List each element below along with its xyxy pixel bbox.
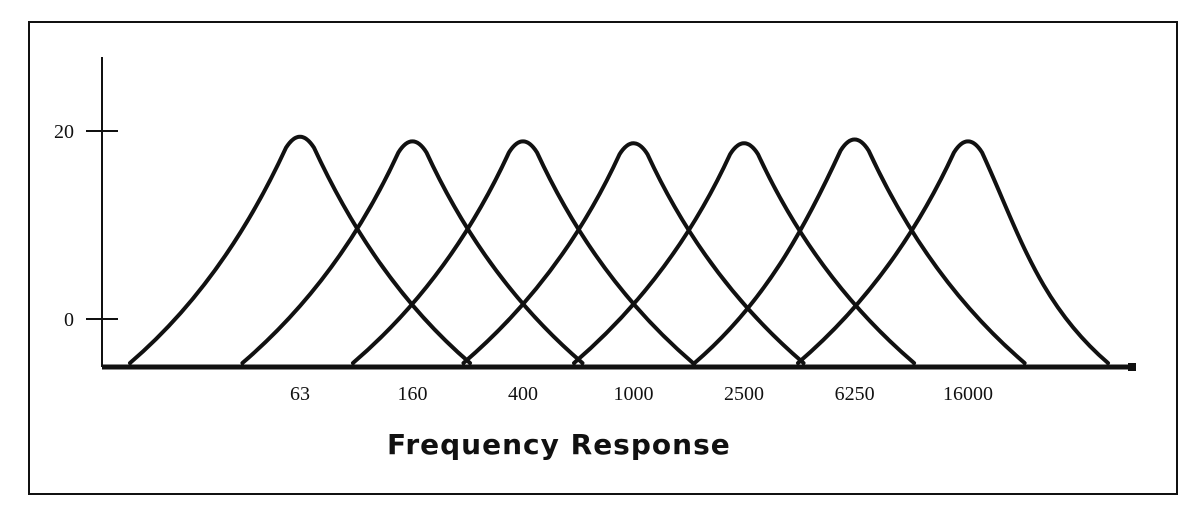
band-curve-16000 [796, 139, 1110, 365]
frequency-response-chart: 20 0 63 160 400 1000 2500 6250 16000 Frequency R… [54, 57, 1136, 461]
x-tick-label-16000: 16000 [943, 383, 993, 405]
band-curve-400 [350, 139, 695, 365]
band-curve-160 [240, 139, 585, 365]
axes [86, 57, 1136, 371]
band-curve-6250 [692, 137, 1027, 365]
x-tick-label-6250: 6250 [835, 383, 875, 405]
x-tick-label-160: 160 [397, 383, 427, 405]
y-tick-label-20: 20 [54, 121, 74, 143]
x-tick-label-63: 63 [290, 383, 310, 405]
x-axis-end-marker [1128, 363, 1136, 371]
chart-frame: 20 0 63 160 400 1000 2500 6250 16000 Frequency R… [28, 21, 1178, 495]
y-tick-label-0: 0 [64, 309, 74, 331]
band-curve-1000 [461, 141, 806, 365]
x-tick-label-400: 400 [508, 383, 538, 405]
band-curve-63 [128, 134, 472, 365]
band-curves [128, 134, 1110, 365]
x-tick-label-2500: 2500 [724, 383, 764, 405]
x-tick-label-1000: 1000 [614, 383, 654, 405]
x-axis-label: Frequency Response [387, 428, 731, 461]
tick-labels: 20 0 63 160 400 1000 2500 6250 16000 [54, 121, 993, 405]
band-curve-2500 [572, 141, 917, 365]
